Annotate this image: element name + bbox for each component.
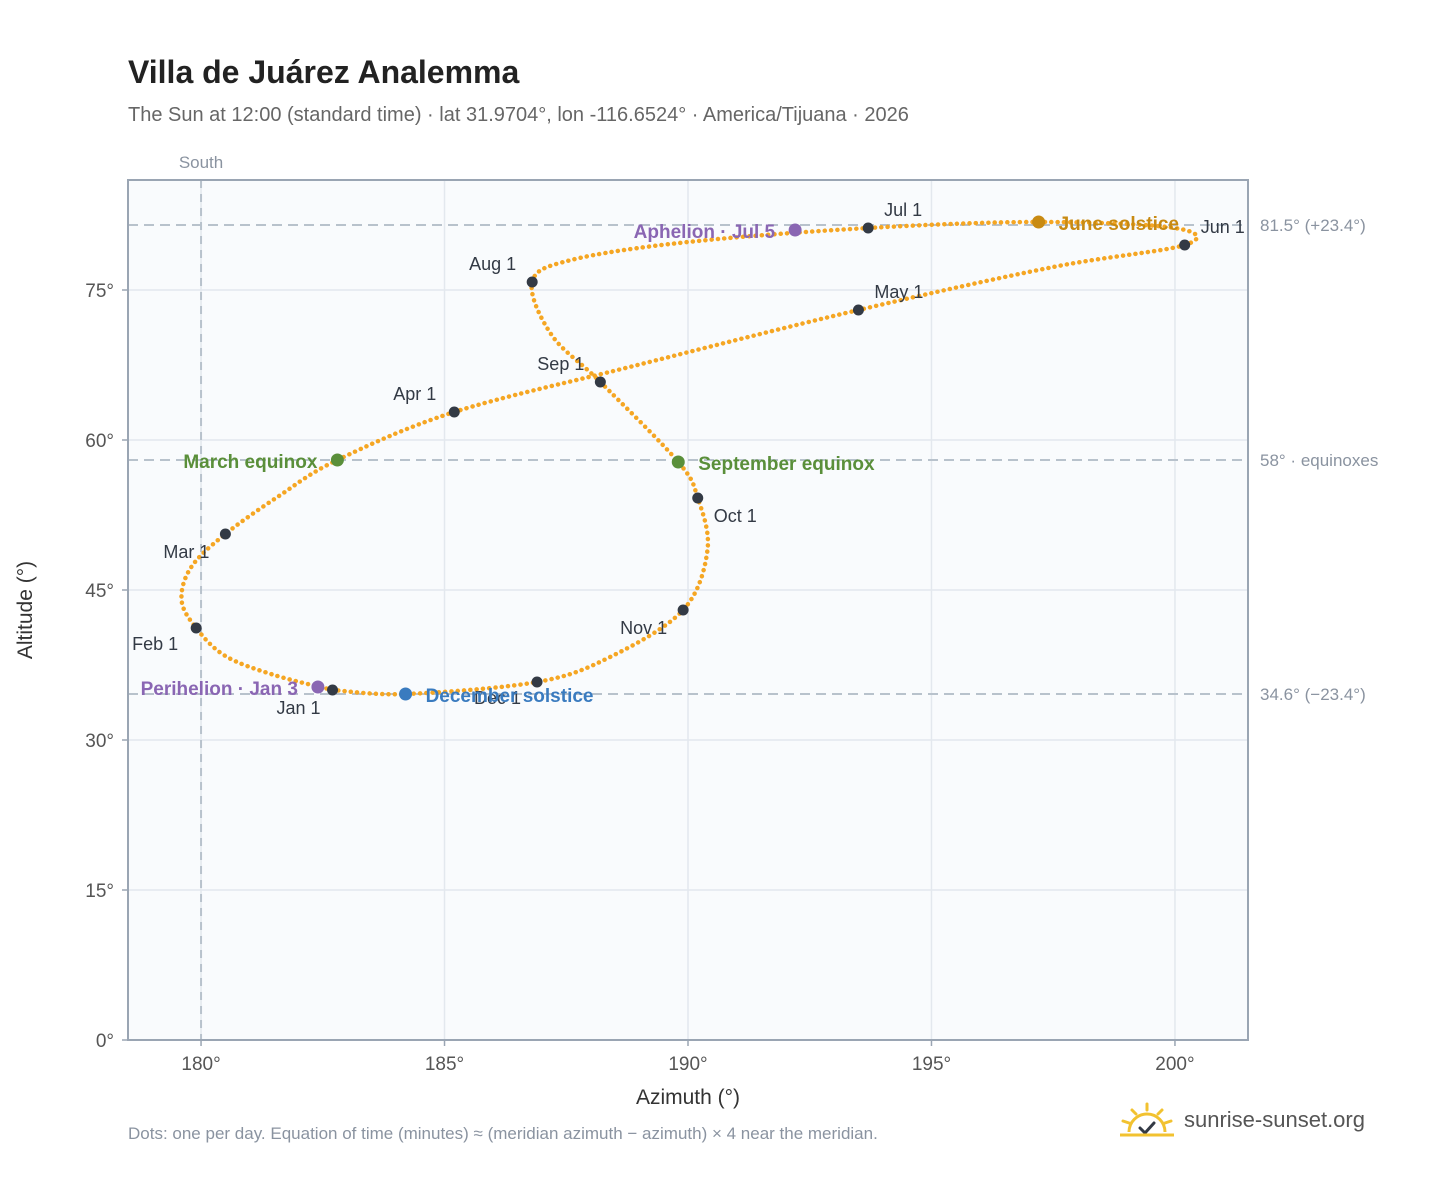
y-tick-label: 45° <box>85 581 114 602</box>
month-marker-dot <box>526 276 538 288</box>
month-markers: Jan 1 Feb 1 Mar 1 Apr 1 May 1 Jun 1 Jul 1 Aug 1… <box>132 200 1245 718</box>
month-marker-label: Dec 1 <box>474 688 521 708</box>
y-tick-label: 0° <box>96 1031 114 1052</box>
x-tick-label: 185° <box>425 1054 464 1075</box>
event-marker-dot <box>788 223 802 237</box>
month-marker-dot <box>692 492 704 504</box>
x-tick-label: 195° <box>912 1054 951 1075</box>
y-tick-label: 60° <box>85 431 114 452</box>
month-marker-label: Aug 1 <box>469 254 516 274</box>
event-marker-label: September equinox <box>698 454 875 475</box>
month-marker-label: Mar 1 <box>163 542 209 562</box>
month-marker-label: Sep 1 <box>537 354 584 374</box>
event-marker-dot <box>1032 215 1046 229</box>
month-marker-label: Nov 1 <box>620 618 667 638</box>
month-marker-dot <box>677 604 689 616</box>
month-marker-dot <box>1179 239 1191 251</box>
brand-text[interactable]: sunrise-sunset.org <box>1184 1107 1365 1132</box>
x-axis-label: Azimuth (°) <box>636 1086 740 1109</box>
x-tick-label: 180° <box>181 1054 220 1075</box>
brand[interactable]: sunrise-sunset.org <box>1120 1102 1365 1138</box>
event-marker-label: Perihelion · Jan 3 <box>141 679 298 700</box>
y-tick-label: 75° <box>85 281 114 302</box>
axes: 180° 185° 190° 195° 200° 0° 15° 30° 45° 60° 75° Azi… <box>14 179 1249 1109</box>
chart-title: Villa de Juárez Analemma <box>128 54 520 90</box>
month-marker-label: Feb 1 <box>132 634 178 654</box>
event-markers: March equinox June solstice September equi… <box>141 214 1179 707</box>
month-marker-dot <box>862 222 874 234</box>
month-marker-dot <box>327 684 339 696</box>
month-marker-label: Apr 1 <box>393 384 436 404</box>
event-marker-dot <box>671 455 685 469</box>
reference-line-label: 34.6° (−23.4°) <box>1260 685 1366 704</box>
event-marker-dot <box>330 453 344 467</box>
footnote: Dots: one per day. Equation of time (min… <box>128 1124 878 1143</box>
event-marker-label: December solstice <box>426 686 594 707</box>
y-tick-label: 15° <box>85 881 114 902</box>
month-marker-dot <box>531 676 543 688</box>
y-axis-label: Altitude (°) <box>14 561 37 659</box>
month-marker-dot <box>190 622 202 634</box>
month-marker-label: May 1 <box>874 282 923 302</box>
meridian-label: South <box>179 153 223 172</box>
event-marker-label: Aphelion · Jul 5 <box>634 222 776 243</box>
month-marker-label: Oct 1 <box>714 506 757 526</box>
month-marker-label: Jan 1 <box>276 698 320 718</box>
event-marker-label: March equinox <box>183 452 318 473</box>
month-marker-dot <box>219 528 231 540</box>
chart-subtitle: The Sun at 12:00 (standard time) · lat 3… <box>128 104 909 126</box>
month-marker-label: Jul 1 <box>884 200 922 220</box>
reference-line-label: 58° · equinoxes <box>1260 451 1378 470</box>
reference-line-label: 81.5° (+23.4°) <box>1260 216 1366 235</box>
month-marker-dot <box>852 304 864 316</box>
y-tick-label: 30° <box>85 731 114 752</box>
event-marker-dot <box>399 687 413 701</box>
x-tick-label: 200° <box>1155 1054 1194 1075</box>
month-marker-dot <box>594 376 606 388</box>
event-marker-dot <box>311 680 325 694</box>
x-tick-label: 190° <box>668 1054 707 1075</box>
reference-lines: South 81.5° (+23.4°) 58° · equinoxes 34.6° … <box>128 153 1378 1040</box>
month-marker-label: Jun 1 <box>1201 217 1245 237</box>
sun-logo-icon <box>1120 1102 1174 1137</box>
event-marker-label: June solstice <box>1059 214 1179 235</box>
month-marker-dot <box>448 406 460 418</box>
